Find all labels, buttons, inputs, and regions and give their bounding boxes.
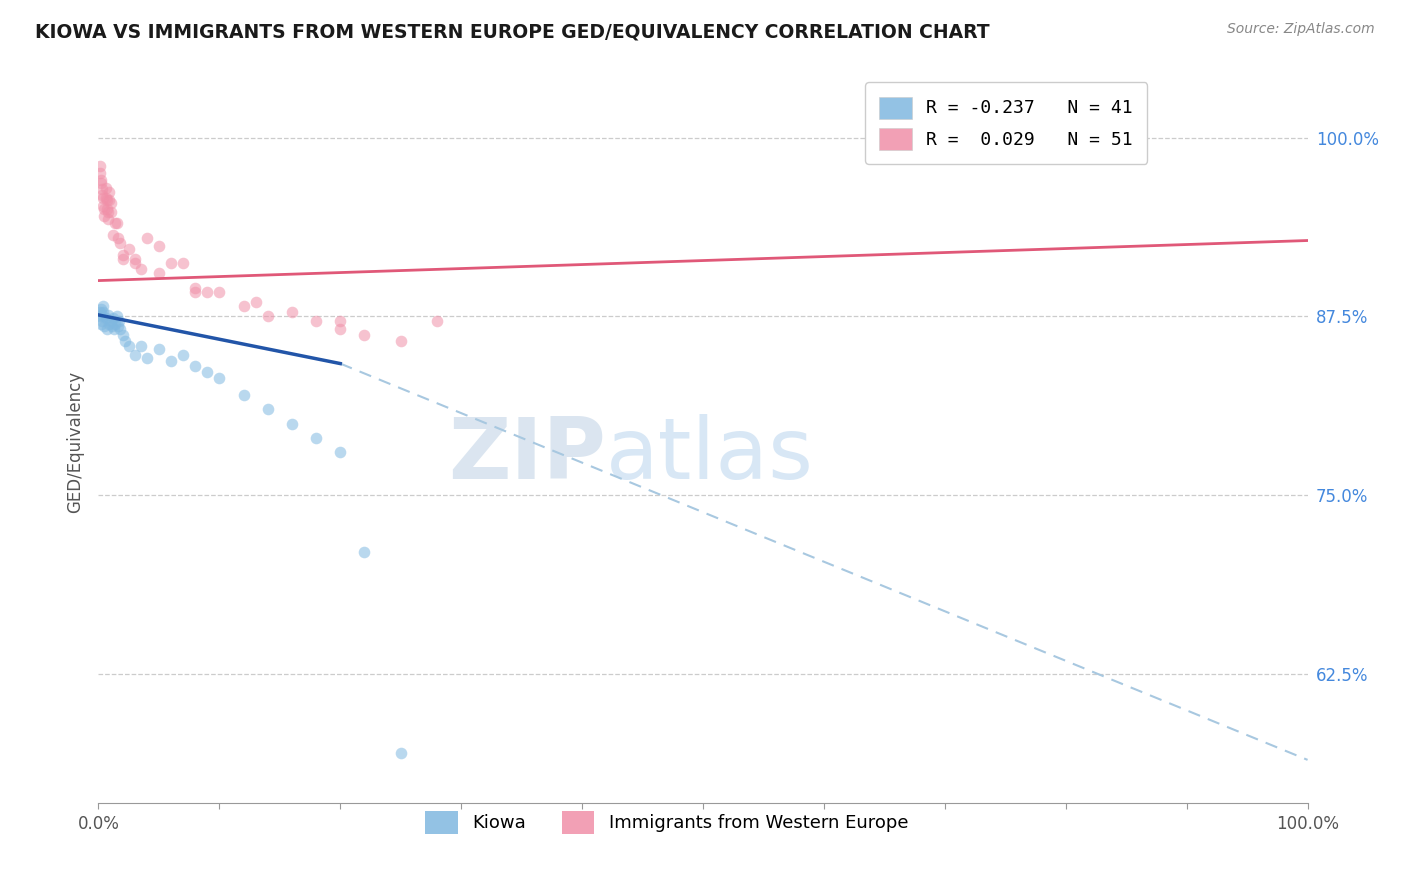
Point [105, 216, 128, 230]
Point [97, 308, 120, 322]
Point [98, 317, 121, 331]
Point [172, 256, 194, 270]
Point [108, 322, 131, 336]
Text: KIOWA VS IMMIGRANTS FROM WESTERN EUROPE GED/EQUIVALENCY CORRELATION CHART: KIOWA VS IMMIGRANTS FROM WESTERN EUROPE … [35, 22, 990, 41]
Point [91, 305, 114, 319]
Point [124, 348, 146, 362]
Point [90, 302, 112, 317]
Point [118, 242, 141, 256]
Point [107, 230, 129, 244]
Point [245, 295, 267, 310]
Point [208, 285, 231, 299]
Point [91, 182, 114, 196]
Point [104, 216, 127, 230]
Y-axis label: GED/Equivalency: GED/Equivalency [66, 370, 84, 513]
Point [91, 187, 114, 202]
Point [148, 239, 170, 253]
Point [93, 319, 115, 334]
Point [97, 205, 120, 219]
Point [91, 313, 114, 327]
Point [105, 310, 128, 324]
Point [118, 339, 141, 353]
Point [195, 285, 218, 299]
Point [94, 191, 117, 205]
Point [195, 365, 218, 379]
Point [129, 262, 152, 277]
Point [101, 227, 124, 242]
Point [96, 202, 118, 216]
Point [89, 159, 111, 173]
Point [389, 334, 412, 348]
Point [232, 299, 254, 313]
Point [90, 173, 112, 187]
Point [281, 305, 304, 319]
Point [103, 322, 125, 336]
Point [256, 402, 278, 417]
Point [111, 252, 134, 266]
Point [94, 310, 117, 325]
Point [101, 310, 124, 325]
Point [100, 205, 122, 219]
Text: ZIP: ZIP [449, 415, 606, 498]
Point [91, 191, 114, 205]
Point [208, 371, 231, 385]
Text: Source: ZipAtlas.com: Source: ZipAtlas.com [1227, 22, 1375, 37]
Point [281, 417, 304, 431]
Point [96, 322, 118, 336]
Point [91, 299, 114, 313]
Point [232, 388, 254, 402]
Point [108, 313, 131, 327]
Point [111, 328, 134, 343]
Point [98, 185, 121, 199]
Point [96, 194, 118, 208]
Point [184, 281, 207, 295]
Point [256, 310, 278, 324]
Point [90, 176, 112, 190]
Point [305, 431, 328, 445]
Point [107, 319, 129, 334]
Point [124, 256, 146, 270]
Point [100, 319, 122, 334]
Point [129, 339, 152, 353]
Point [353, 545, 375, 559]
Point [329, 445, 352, 459]
Point [89, 310, 111, 324]
Point [135, 230, 157, 244]
Point [172, 348, 194, 362]
Point [104, 317, 127, 331]
Point [91, 199, 114, 213]
Point [91, 308, 114, 322]
Point [389, 746, 412, 760]
Point [1115, 128, 1137, 142]
Point [148, 343, 170, 357]
Point [329, 313, 352, 327]
Point [89, 166, 111, 180]
Point [97, 212, 120, 227]
Point [108, 236, 131, 251]
Point [98, 194, 121, 208]
Point [93, 202, 115, 216]
Point [114, 334, 136, 348]
Point [329, 322, 352, 336]
Point [184, 359, 207, 374]
Text: atlas: atlas [606, 415, 814, 498]
Point [100, 313, 122, 327]
Point [148, 267, 170, 281]
Point [135, 351, 157, 365]
Point [93, 209, 115, 223]
Point [305, 313, 328, 327]
Point [94, 180, 117, 194]
Point [100, 196, 122, 211]
Point [160, 353, 183, 368]
Point [111, 248, 134, 262]
Legend: Kiowa, Immigrants from Western Europe: Kiowa, Immigrants from Western Europe [411, 797, 922, 848]
Point [90, 317, 112, 331]
Point [184, 285, 207, 299]
Point [426, 313, 449, 327]
Point [124, 252, 146, 266]
Point [89, 305, 111, 319]
Point [160, 256, 183, 270]
Point [353, 328, 375, 343]
